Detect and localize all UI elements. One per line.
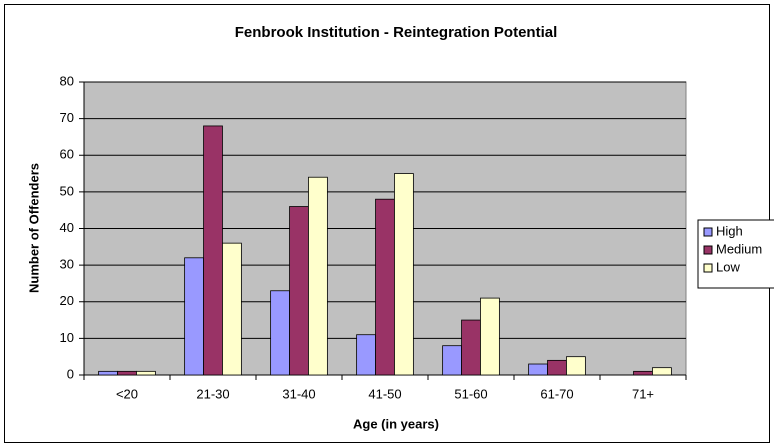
y-tick-label: 60	[60, 147, 74, 162]
bar	[547, 359, 567, 376]
bar	[442, 345, 462, 376]
x-tick-label: 71+	[632, 386, 654, 401]
x-tick-label: 51-60	[454, 386, 487, 401]
bar	[566, 356, 586, 376]
x-tick-label: 21-30	[196, 386, 229, 401]
y-tick-label: 10	[60, 330, 74, 345]
y-tick-label: 70	[60, 110, 74, 125]
chart-title: Fenbrook Institution - Reintegration Pot…	[235, 24, 558, 41]
bar	[117, 370, 137, 376]
bar	[528, 363, 548, 376]
legend-swatch	[703, 227, 713, 237]
legend-label: High	[716, 223, 743, 238]
y-tick-label: 50	[60, 183, 74, 198]
bar	[270, 290, 290, 376]
y-tick-label: 20	[60, 293, 74, 308]
y-tick-label: 30	[60, 257, 74, 272]
legend-swatch	[703, 263, 713, 273]
x-tick-label: 61-70	[540, 386, 573, 401]
bar	[136, 370, 156, 376]
y-tick-label: 0	[67, 366, 74, 381]
bar	[633, 370, 653, 376]
bar	[652, 367, 672, 376]
bar	[375, 198, 395, 376]
y-tick-label: 40	[60, 220, 74, 235]
x-tick-label: 31-40	[282, 386, 315, 401]
y-axis-label: Number of Offenders	[26, 163, 41, 293]
bar	[203, 125, 223, 376]
legend-label: Low	[716, 259, 740, 274]
x-tick-label: <20	[116, 386, 138, 401]
x-tick-label: 41-50	[368, 386, 401, 401]
bar	[394, 173, 414, 376]
x-axis-label: Age (in years)	[353, 416, 439, 431]
bar	[289, 206, 309, 376]
y-tick-label: 80	[60, 73, 74, 88]
bar	[461, 319, 481, 376]
legend-label: Medium	[716, 241, 762, 256]
bar	[222, 242, 242, 376]
bar	[480, 297, 500, 376]
bar	[308, 176, 328, 376]
bar	[98, 370, 118, 376]
legend-swatch	[703, 245, 713, 255]
bar	[184, 257, 204, 376]
bar	[356, 334, 376, 376]
